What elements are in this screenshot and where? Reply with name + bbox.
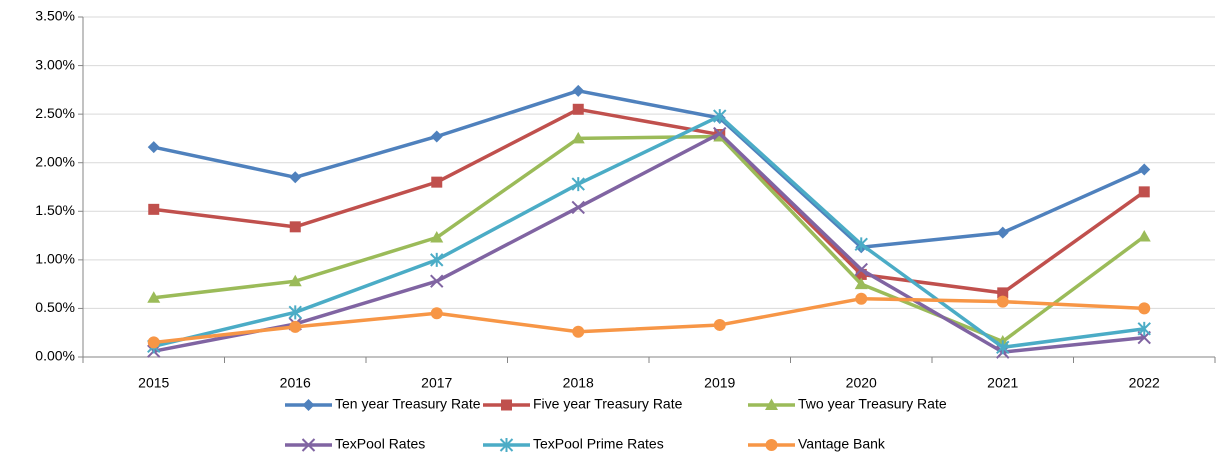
data-point — [571, 131, 585, 144]
data-point — [430, 252, 444, 267]
legend-label: Ten year Treasury Rate — [335, 396, 481, 412]
x-tick-label: 2021 — [987, 375, 1018, 391]
data-point — [854, 237, 868, 252]
data-point — [289, 171, 302, 184]
data-point — [855, 292, 868, 305]
data-point — [572, 84, 585, 97]
y-tick-label: 3.00% — [35, 56, 75, 72]
data-point — [1138, 302, 1151, 315]
series-line — [153, 296, 1145, 345]
data-point — [713, 109, 727, 124]
data-point — [572, 103, 584, 115]
series-line — [153, 131, 1145, 354]
data-point — [288, 274, 302, 287]
data-point — [430, 130, 443, 143]
legend-label: Vantage Bank — [798, 436, 886, 452]
data-point — [854, 277, 868, 290]
data-point — [147, 291, 161, 303]
data-point — [996, 295, 1009, 308]
data-point — [855, 268, 867, 280]
data-point — [572, 325, 585, 338]
data-point — [147, 336, 160, 349]
data-point — [430, 231, 444, 243]
legend-marker — [765, 398, 778, 410]
x-tick-label: 2018 — [563, 375, 594, 391]
y-tick-label: 3.50% — [35, 8, 75, 24]
y-tick-label: 1.50% — [35, 202, 75, 218]
data-point — [1137, 321, 1151, 336]
data-point — [713, 318, 726, 331]
series-line — [153, 89, 1145, 249]
data-point — [430, 307, 443, 320]
legend-label: Two year Treasury Rate — [798, 396, 947, 412]
legend-marker — [765, 439, 778, 451]
y-tick-label: 2.50% — [35, 105, 75, 121]
data-point — [713, 126, 727, 141]
data-point — [148, 203, 160, 215]
legend-label: TexPool Prime Rates — [533, 436, 664, 452]
legend-marker — [302, 399, 315, 411]
data-point — [289, 320, 302, 333]
series-line — [153, 114, 1145, 350]
data-point — [1137, 230, 1151, 242]
x-tick-label: 2015 — [138, 375, 169, 391]
data-point — [571, 200, 585, 215]
legend-marker — [301, 438, 316, 452]
data-point — [1138, 186, 1150, 198]
data-point — [289, 221, 301, 233]
data-point — [571, 177, 585, 192]
legend-marker — [499, 438, 514, 452]
series-line — [153, 107, 1146, 295]
data-point — [996, 226, 1009, 239]
data-point — [288, 305, 302, 320]
y-tick-label: 2.00% — [35, 153, 75, 169]
x-tick-label: 2016 — [280, 375, 311, 391]
y-tick-label: 0.00% — [35, 348, 75, 364]
data-point — [997, 287, 1009, 299]
y-tick-label: 1.00% — [35, 251, 75, 267]
data-point — [1138, 163, 1151, 176]
legend-label: Five year Treasury Rate — [533, 396, 683, 412]
x-tick-label: 2022 — [1129, 375, 1160, 391]
y-tick-label: 0.50% — [35, 299, 75, 315]
data-point — [147, 141, 160, 154]
x-tick-label: 2020 — [846, 375, 877, 391]
x-tick-label: 2019 — [704, 375, 735, 391]
data-point — [996, 340, 1010, 355]
legend-label: TexPool Rates — [335, 436, 425, 452]
legend-marker — [501, 399, 512, 411]
data-point — [430, 274, 444, 288]
data-point — [854, 262, 868, 277]
x-tick-label: 2017 — [421, 375, 452, 391]
data-point — [431, 176, 443, 188]
